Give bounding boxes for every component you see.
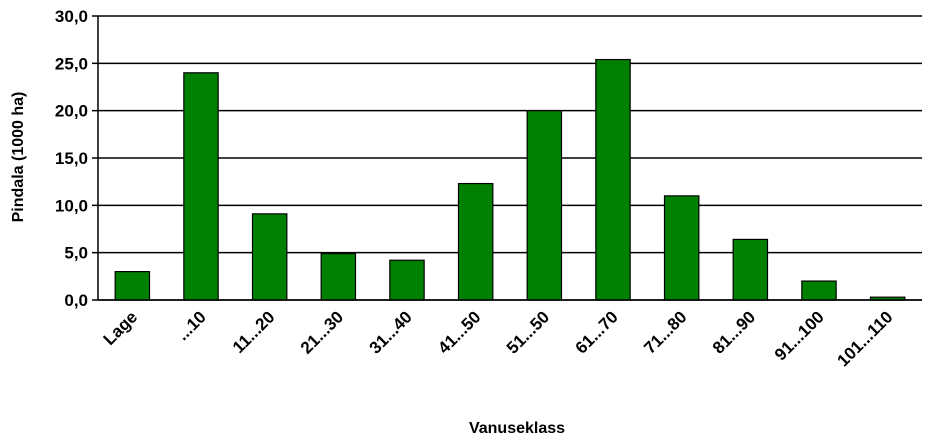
x-tick-label: ...10	[173, 307, 210, 344]
bar	[183, 72, 219, 301]
axes	[97, 16, 922, 301]
x-tick-labels: Lage ...10 11...20 21...30 31...40 41...50 51.…	[100, 307, 897, 370]
x-tick-label: Lage	[100, 307, 141, 348]
bar	[732, 238, 769, 301]
bar	[251, 213, 288, 301]
y-tick-label: 25,0	[55, 54, 88, 73]
x-tick-label: 101...110	[834, 307, 897, 370]
bar	[526, 110, 563, 301]
x-tick-label: 81...90	[709, 307, 759, 357]
x-tick-label: 11...20	[229, 307, 279, 357]
x-tick-label: 51...50	[503, 307, 553, 357]
bar	[320, 253, 357, 301]
y-tick-label: 10,0	[55, 196, 88, 215]
y-tick-label: 20,0	[55, 102, 88, 121]
gridlines	[92, 15, 922, 301]
bar	[389, 259, 425, 301]
y-tick-labels: 0,0 5,0 10,0 15,0 20,0 25,0 30,0	[55, 7, 88, 310]
y-tick-label: 15,0	[55, 149, 88, 168]
bar	[663, 195, 700, 301]
x-tick-label: 31...40	[366, 307, 416, 357]
x-tick-label: 71...80	[640, 307, 690, 357]
bar	[114, 271, 151, 301]
y-tick-label: 30,0	[55, 7, 88, 26]
x-tick-label: 21...30	[297, 307, 347, 357]
y-tick-label: 0,0	[64, 291, 88, 310]
x-tick-label: 61...70	[572, 307, 622, 357]
x-tick-label: 41...50	[434, 307, 484, 357]
x-tick-label: 91...100	[771, 307, 828, 364]
bar	[595, 58, 631, 301]
y-axis-title: Pindala (1000 ha)	[10, 92, 27, 223]
x-axis-title: Vanuseklass	[469, 420, 565, 436]
bar	[801, 280, 837, 301]
bars	[114, 58, 906, 301]
y-tick-label: 5,0	[64, 244, 88, 263]
bar	[457, 182, 494, 301]
